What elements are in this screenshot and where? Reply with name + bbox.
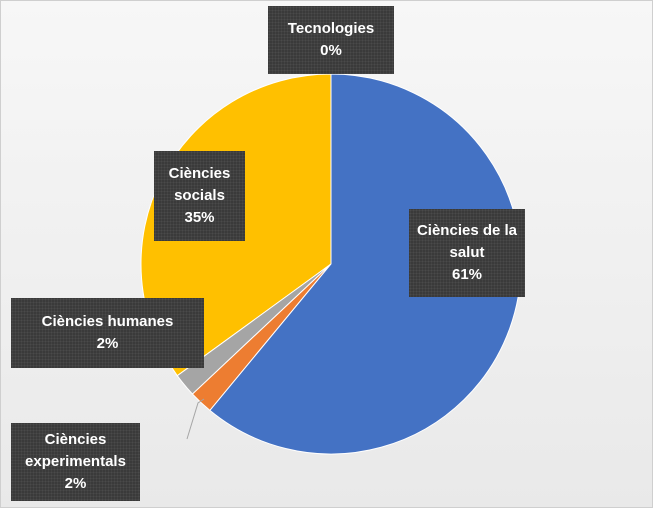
data-label: Tecnologies 0% xyxy=(268,6,394,74)
value-label: 2% xyxy=(64,475,87,492)
leader-line xyxy=(186,398,205,440)
value-label: 0% xyxy=(320,42,342,59)
category-label: Tecnologies xyxy=(287,20,375,37)
value-label: 35% xyxy=(184,209,215,226)
data-label: Ciències de la salut 61% xyxy=(409,209,525,297)
data-label: Ciències humanes 2% xyxy=(11,298,204,368)
category-label: Ciències experimentals xyxy=(25,431,126,470)
value-label: 2% xyxy=(96,335,119,352)
data-label: Ciències socials 35% xyxy=(154,151,245,241)
value-label: 61% xyxy=(451,266,483,283)
category-label: Ciències socials xyxy=(168,165,231,204)
data-label: Ciències experimentals 2% xyxy=(11,423,140,501)
category-label: Ciències de la salut xyxy=(416,222,518,261)
pie-slice xyxy=(209,73,522,455)
category-label: Ciències humanes xyxy=(41,313,174,330)
